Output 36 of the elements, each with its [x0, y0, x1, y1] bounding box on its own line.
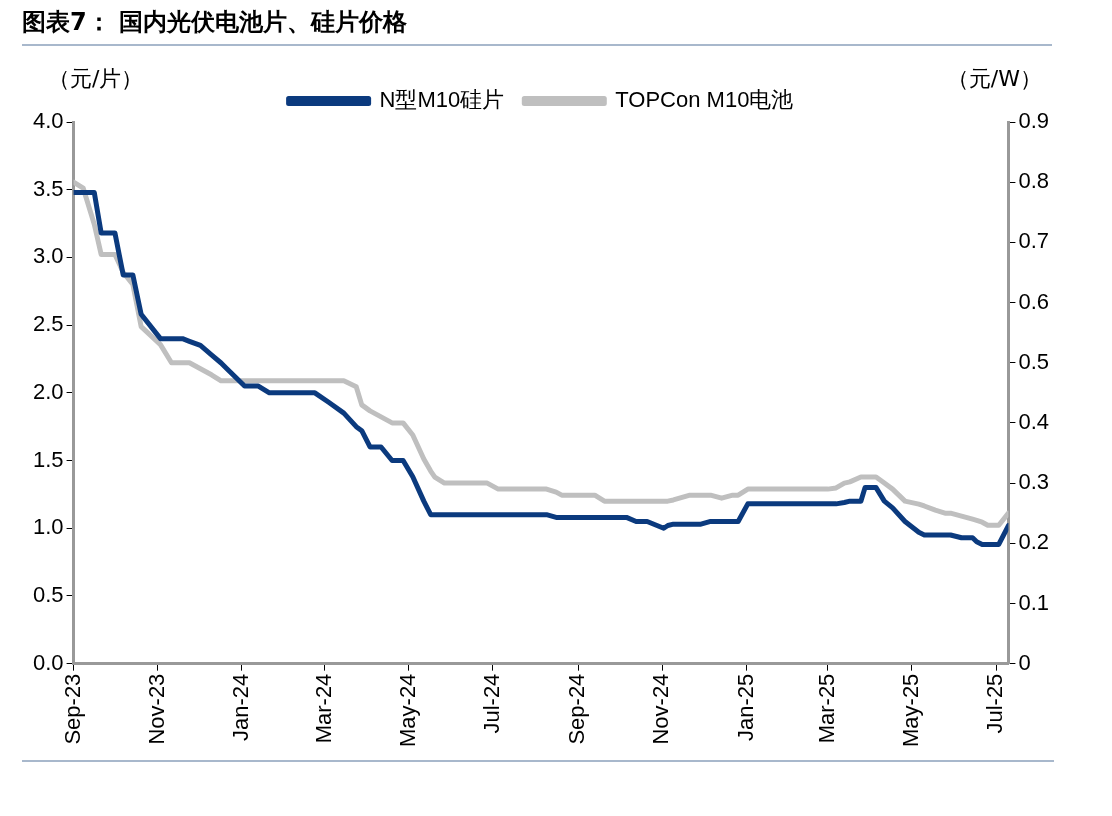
y-tick-label: 3.5	[32, 175, 64, 201]
legend-label: N型M10硅片	[379, 87, 505, 113]
x-tick-label: Mar-24	[310, 673, 336, 744]
y2-axis-title: （元/W）	[946, 65, 1042, 93]
y2-tick-label: 0.1	[1018, 589, 1050, 615]
x-tick-label: Jul-24	[478, 673, 504, 734]
y-tick-label: 2.5	[32, 311, 64, 337]
y-axis-title: （元/片）	[48, 65, 144, 93]
y-tick-label: 0.5	[32, 582, 64, 607]
y-tick-label: 4.0	[32, 108, 64, 134]
y-tick-label: 0.0	[32, 649, 64, 675]
y-tick-label: 2.0	[32, 378, 64, 404]
x-tick-label: May-24	[394, 673, 420, 747]
legend-label: TOPCon M10电池	[615, 87, 794, 113]
y-tick-label: 1.0	[32, 514, 64, 540]
x-tick-label: Sep-24	[564, 673, 590, 745]
y-tick-label: 3.0	[32, 243, 64, 269]
x-tick-label: May-25	[897, 673, 923, 747]
x-tick-label: Nov-24	[648, 673, 674, 745]
y2-tick-label: 0.7	[1018, 228, 1050, 254]
y2-tick-label: 0.8	[1018, 168, 1050, 194]
x-tick-label: Nov-23	[143, 673, 169, 745]
y2-tick-label: 0.4	[1018, 408, 1050, 434]
y2-tick-label: 0.6	[1018, 288, 1050, 314]
x-tick-label: Jul-25	[982, 673, 1008, 734]
y-tick-label: 1.5	[32, 446, 64, 472]
x-tick-label: Jan-24	[227, 673, 253, 741]
x-tick-label: Mar-25	[813, 673, 839, 744]
x-tick-label: Sep-23	[59, 673, 85, 745]
x-tick-label: Jan-25	[732, 673, 758, 741]
y2-tick-label: 0.3	[1018, 469, 1050, 495]
y2-tick-label: 0.9	[1018, 108, 1050, 134]
y2-tick-label: 0.5	[1018, 348, 1050, 374]
y2-tick-label: 0	[1018, 649, 1031, 675]
chart-title: 图表7： 国内光伏电池片、硅片价格	[22, 6, 1052, 46]
y2-tick-label: 0.2	[1018, 529, 1050, 555]
